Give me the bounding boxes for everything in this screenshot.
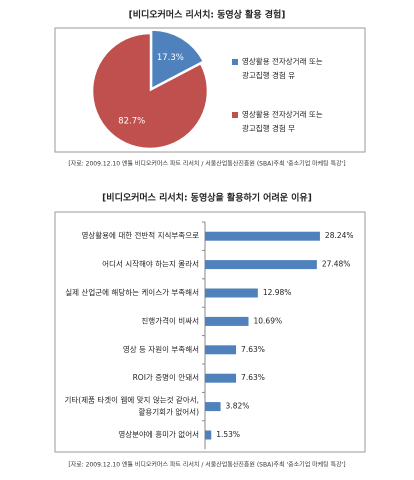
pie-frame: [54, 27, 366, 153]
legend-label: 광고집행 경험 유: [242, 70, 295, 80]
bar: [205, 316, 249, 326]
bar: [205, 430, 212, 440]
pie-slice: [151, 30, 203, 88]
chart-title: [비디오커머스 리서치: 동영상 활용 경험]: [129, 9, 286, 21]
category-label: 기타(제품 타겟이 웹에 맞지 않는것 같아서,: [64, 395, 199, 405]
bar: [205, 345, 237, 355]
legend-swatch: [232, 59, 238, 65]
legend-label: 영상활용 전자상거래 또는: [242, 109, 323, 119]
category-label: 영상활용에 대한 전반적 지식부족으로: [81, 230, 199, 240]
value-label: 7.63%: [241, 345, 265, 354]
source-note: [자료: 2009.12.10 엔틀 비디오커머스 파트 리서치 / 서울산업통…: [68, 160, 345, 168]
category-label: 진행가격이 비싸서: [141, 315, 199, 325]
value-label: 3.82%: [226, 402, 250, 411]
category-label: 영상분야에 흥미가 없어서: [118, 429, 199, 439]
bar: [205, 402, 221, 412]
category-label: 활용기회가 없어서): [138, 407, 199, 417]
chart-title: [비디오커머스 리서치: 동영상을 활용하기 어려운 이유]: [102, 192, 312, 204]
bar: [205, 231, 320, 241]
bar-frame: [54, 211, 366, 453]
value-label: 1.53%: [216, 430, 240, 439]
value-label: 12.98%: [263, 288, 292, 297]
legend-swatch: [232, 112, 238, 118]
legend-label: 영상활용 전자상거래 또는: [242, 56, 323, 66]
pie-slice: [92, 33, 208, 149]
value-label: 27.48%: [322, 260, 351, 269]
bar: [205, 288, 258, 298]
category-label: ROI가 증명이 안돼서: [133, 372, 199, 382]
legend-label: 광고집행 경험 무: [242, 123, 295, 133]
category-label: 실제 산업군에 해당하는 케이스가 부족해서: [65, 287, 199, 297]
value-label: 28.24%: [325, 231, 354, 240]
value-label: 10.69%: [254, 316, 283, 325]
category-label: 영상 등 자원이 부족해서: [123, 344, 199, 354]
bar: [205, 260, 317, 270]
value-label: 82.7%: [118, 117, 145, 127]
source-note: [자료: 2009.12.10 엔틀 비디오커머스 파트 리서치 / 서울산업통…: [68, 461, 345, 469]
value-label: 17.3%: [157, 53, 184, 63]
category-label: 어디서 시작해야 하는지 몰라서: [102, 259, 199, 269]
bar: [205, 373, 237, 383]
value-label: 7.63%: [241, 373, 265, 382]
